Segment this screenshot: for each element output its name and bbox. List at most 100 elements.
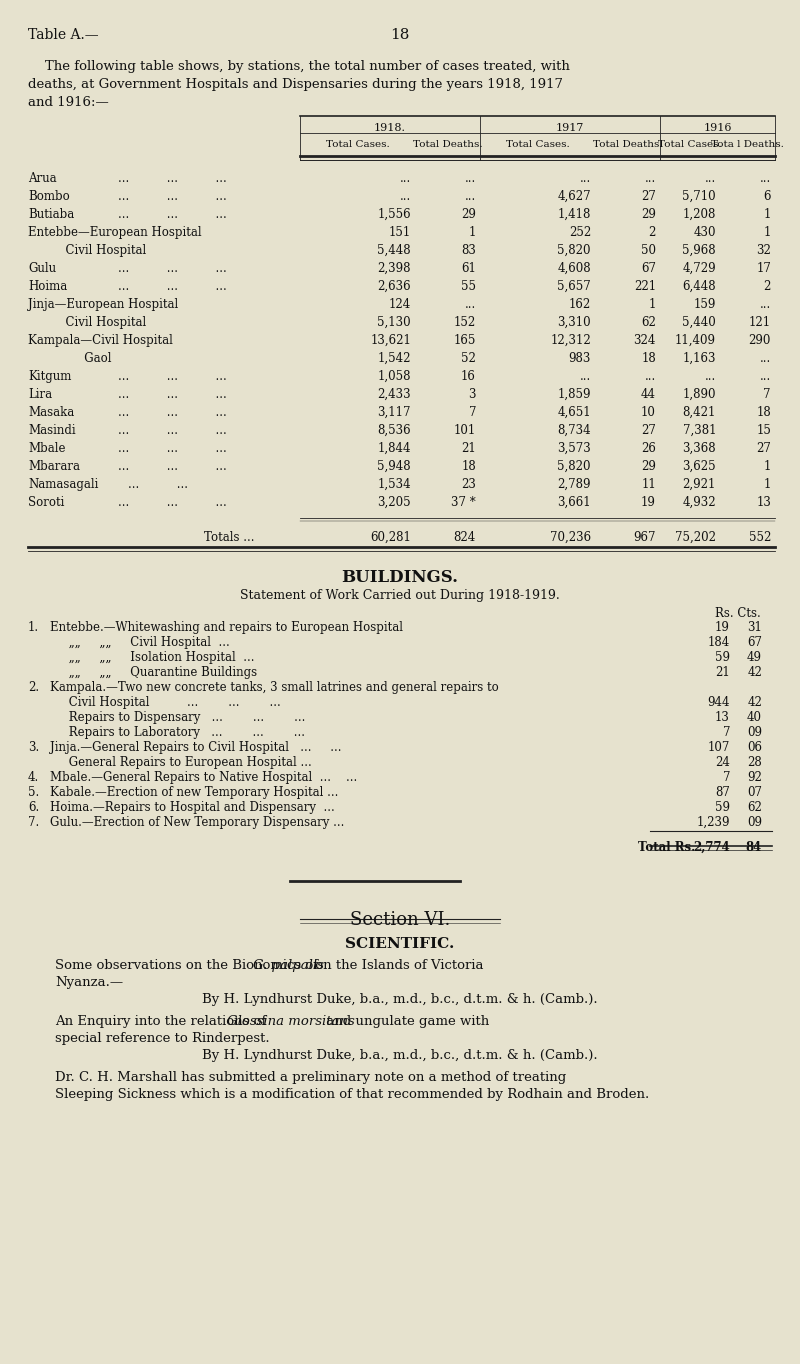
Text: 4,729: 4,729: [682, 262, 716, 276]
Text: 1,542: 1,542: [378, 352, 411, 366]
Text: Namasagali: Namasagali: [28, 477, 98, 491]
Text: 50: 50: [641, 244, 656, 256]
Text: Total Deaths.: Total Deaths.: [413, 140, 482, 149]
Text: 3,573: 3,573: [558, 442, 591, 456]
Text: 12,312: 12,312: [550, 334, 591, 346]
Text: ...          ...          ...: ... ... ...: [118, 207, 226, 221]
Text: 42: 42: [747, 666, 762, 679]
Text: 4,932: 4,932: [682, 496, 716, 509]
Text: ...          ...          ...: ... ... ...: [118, 496, 226, 509]
Text: Mbarara: Mbarara: [28, 460, 80, 473]
Text: 5,968: 5,968: [682, 244, 716, 256]
Text: An Enquiry into the relations of: An Enquiry into the relations of: [55, 1015, 270, 1028]
Text: 92: 92: [747, 771, 762, 784]
Text: ...          ...: ... ...: [128, 477, 188, 491]
Text: 290: 290: [749, 334, 771, 346]
Text: and ungulate game with: and ungulate game with: [322, 1015, 490, 1028]
Text: 2,789: 2,789: [558, 477, 591, 491]
Text: ...          ...          ...: ... ... ...: [118, 370, 226, 383]
Text: 62: 62: [747, 801, 762, 814]
Text: 29: 29: [461, 207, 476, 221]
Text: ...: ...: [465, 297, 476, 311]
Text: 84: 84: [746, 842, 762, 854]
Text: 151: 151: [389, 226, 411, 239]
Text: 159: 159: [694, 297, 716, 311]
Text: 3,310: 3,310: [558, 316, 591, 329]
Text: 1,859: 1,859: [558, 387, 591, 401]
Text: General Repairs to European Hospital ...: General Repairs to European Hospital ...: [50, 756, 312, 769]
Text: 61: 61: [461, 262, 476, 276]
Text: ...: ...: [580, 370, 591, 383]
Text: „„     „„     Quarantine Buildings: „„ „„ Quarantine Buildings: [50, 666, 257, 679]
Text: 1: 1: [764, 460, 771, 473]
Text: 09: 09: [747, 816, 762, 829]
Text: Entebbe.—Whitewashing and repairs to European Hospital: Entebbe.—Whitewashing and repairs to Eur…: [50, 621, 403, 634]
Text: 8,536: 8,536: [378, 424, 411, 436]
Text: 2,398: 2,398: [378, 262, 411, 276]
Text: Tota l Deaths.: Tota l Deaths.: [711, 140, 784, 149]
Text: 55: 55: [461, 280, 476, 293]
Text: 09: 09: [747, 726, 762, 739]
Text: 2.: 2.: [28, 681, 39, 694]
Text: 1918.: 1918.: [374, 123, 406, 134]
Text: Masindi: Masindi: [28, 424, 76, 436]
Text: 221: 221: [634, 280, 656, 293]
Text: 2,774: 2,774: [694, 842, 730, 854]
Text: 27: 27: [641, 190, 656, 203]
Text: 11: 11: [642, 477, 656, 491]
Text: Total Rs.: Total Rs.: [638, 842, 695, 854]
Text: 5,820: 5,820: [558, 244, 591, 256]
Text: 7: 7: [469, 406, 476, 419]
Text: 4,627: 4,627: [558, 190, 591, 203]
Text: Hoima: Hoima: [28, 280, 67, 293]
Text: 2: 2: [764, 280, 771, 293]
Text: ...: ...: [645, 370, 656, 383]
Text: Mbale.—General Repairs to Native Hospital  ...    ...: Mbale.—General Repairs to Native Hospita…: [50, 771, 358, 784]
Text: 1,208: 1,208: [682, 207, 716, 221]
Text: 944: 944: [707, 696, 730, 709]
Text: Total Cases.: Total Cases.: [326, 140, 390, 149]
Text: 1: 1: [764, 477, 771, 491]
Text: 19: 19: [641, 496, 656, 509]
Text: 37 *: 37 *: [451, 496, 476, 509]
Text: 31: 31: [747, 621, 762, 634]
Text: 5,448: 5,448: [378, 244, 411, 256]
Text: ...          ...          ...: ... ... ...: [118, 262, 226, 276]
Text: 124: 124: [389, 297, 411, 311]
Text: ...          ...          ...: ... ... ...: [118, 424, 226, 436]
Text: 11,409: 11,409: [675, 334, 716, 346]
Text: 1916: 1916: [703, 123, 732, 134]
Text: Total Cases.: Total Cases.: [658, 140, 722, 149]
Text: Repairs to Laboratory   ...        ...        ...: Repairs to Laboratory ... ... ...: [50, 726, 305, 739]
Text: ...: ...: [580, 172, 591, 186]
Text: 6.: 6.: [28, 801, 39, 814]
Text: Kampala—Civil Hospital: Kampala—Civil Hospital: [28, 334, 173, 346]
Text: 2,921: 2,921: [682, 477, 716, 491]
Text: Lira: Lira: [28, 387, 52, 401]
Text: Glossina morsitans: Glossina morsitans: [226, 1015, 354, 1028]
Text: 1917: 1917: [556, 123, 584, 134]
Text: 16: 16: [461, 370, 476, 383]
Text: Rs. Cts.: Rs. Cts.: [715, 607, 761, 621]
Text: Jinja.—General Repairs to Civil Hospital   ...     ...: Jinja.—General Repairs to Civil Hospital…: [50, 741, 342, 754]
Text: 4,651: 4,651: [558, 406, 591, 419]
Text: ...          ...          ...: ... ... ...: [118, 172, 226, 186]
Text: 5.: 5.: [28, 786, 39, 799]
Text: 552: 552: [749, 531, 771, 544]
Text: 18: 18: [390, 29, 410, 42]
Text: 17: 17: [756, 262, 771, 276]
Text: Kabale.—Erection of new Temporary Hospital ...: Kabale.—Erection of new Temporary Hospit…: [50, 786, 338, 799]
Text: 1,058: 1,058: [378, 370, 411, 383]
Text: 2: 2: [649, 226, 656, 239]
Text: 1: 1: [469, 226, 476, 239]
Text: 10: 10: [641, 406, 656, 419]
Text: 1,534: 1,534: [378, 477, 411, 491]
Text: 7: 7: [722, 771, 730, 784]
Text: 1,556: 1,556: [378, 207, 411, 221]
Text: 70,236: 70,236: [550, 531, 591, 544]
Text: Total Deaths.: Total Deaths.: [593, 140, 662, 149]
Text: ...: ...: [645, 172, 656, 186]
Text: 8,734: 8,734: [558, 424, 591, 436]
Text: 5,440: 5,440: [682, 316, 716, 329]
Text: The following table shows, by stations, the total number of cases treated, with: The following table shows, by stations, …: [28, 60, 570, 74]
